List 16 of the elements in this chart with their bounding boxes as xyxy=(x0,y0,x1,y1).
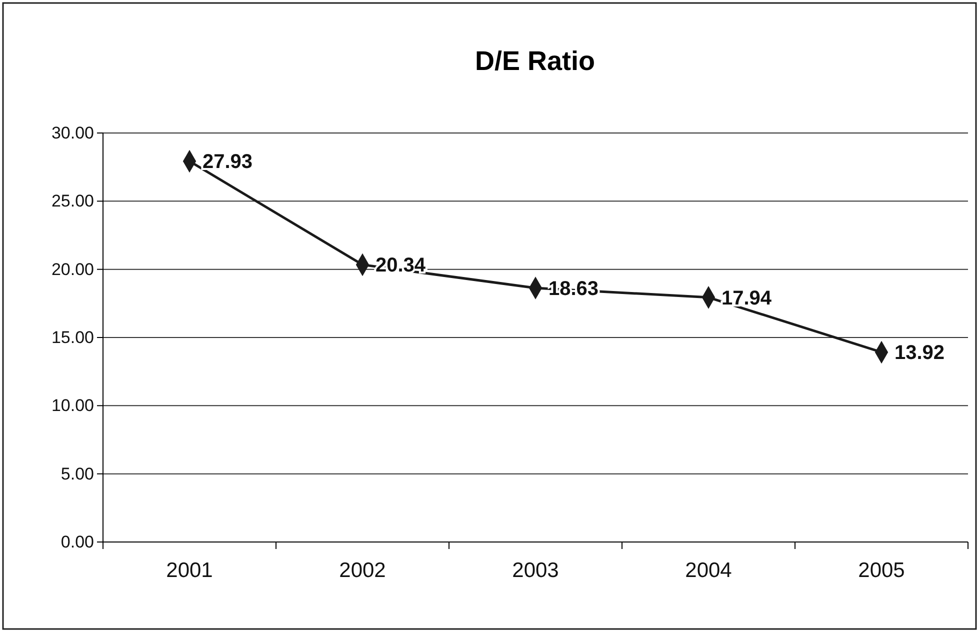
x-tick-label: 2004 xyxy=(685,558,732,582)
x-tick-label: 2001 xyxy=(166,558,213,582)
y-tick-label: 25.00 xyxy=(51,192,94,211)
y-tick-label: 30.00 xyxy=(51,123,94,142)
y-tick-label: 5.00 xyxy=(60,464,94,484)
x-tick-label: 2005 xyxy=(858,558,905,582)
y-tick-label: 20.00 xyxy=(51,260,94,279)
x-tick-label: 2002 xyxy=(339,558,386,582)
y-tick-label: 10.00 xyxy=(51,396,94,416)
data-label: 17.94 xyxy=(722,287,772,310)
y-tick-label: 0.00 xyxy=(60,532,94,552)
data-label: 13.92 xyxy=(894,342,945,364)
x-tick-label: 2003 xyxy=(512,558,559,582)
chart-title: D/E Ratio xyxy=(474,46,596,76)
y-tick-label: 15.00 xyxy=(51,328,94,347)
data-label: 27.93 xyxy=(202,151,253,174)
